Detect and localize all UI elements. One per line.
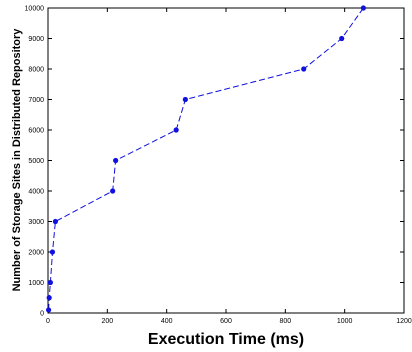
data-point [49, 249, 56, 255]
data-point [52, 218, 59, 225]
y-axis-ticks: 0 1000 2000 3000 4000 5000 6000 7000 8000 9000 100… [25, 6, 404, 318]
y-tick-label: 8000 [28, 67, 44, 74]
data-point [173, 127, 179, 133]
data-point [45, 307, 52, 313]
y-tick-label: 10000 [25, 6, 45, 13]
data-point [47, 279, 53, 286]
x-tick-label: 800 [279, 318, 291, 325]
x-tick-label: 1200 [396, 318, 412, 325]
data-point [339, 35, 345, 42]
y-tick-label: 2000 [28, 250, 44, 257]
data-point [301, 66, 307, 72]
x-tick-label: 1000 [337, 318, 353, 325]
series-line [48, 7, 364, 310]
y-tick-label: 7000 [28, 97, 44, 104]
y-tick-label: 9000 [28, 36, 44, 43]
x-tick-label: 600 [220, 318, 232, 325]
plot-area-frame [47, 7, 405, 314]
x-tick-label: 400 [161, 318, 173, 325]
data-point [113, 157, 119, 164]
data-point [46, 295, 52, 301]
y-tick-label: 6000 [28, 128, 44, 135]
y-tick-label: 0 [40, 311, 44, 318]
series-layer [45, 5, 366, 313]
y-tick-label: 1000 [28, 280, 44, 287]
x-axis-title: Execution Time (ms) [148, 331, 304, 348]
y-tick-label: 3000 [28, 219, 44, 226]
y-tick-label: 5000 [28, 158, 44, 165]
x-tick-label: 0 [46, 318, 50, 325]
x-tick-label: 200 [101, 318, 113, 325]
data-point [110, 188, 116, 194]
y-axis-title: Number of Storage Sites in Distributed R… [11, 28, 23, 292]
x-axis-ticks: 0 200 400 600 800 1000 1200 [46, 8, 412, 325]
data-point [182, 96, 188, 103]
y-tick-label: 4000 [28, 189, 44, 196]
data-point [360, 5, 366, 11]
